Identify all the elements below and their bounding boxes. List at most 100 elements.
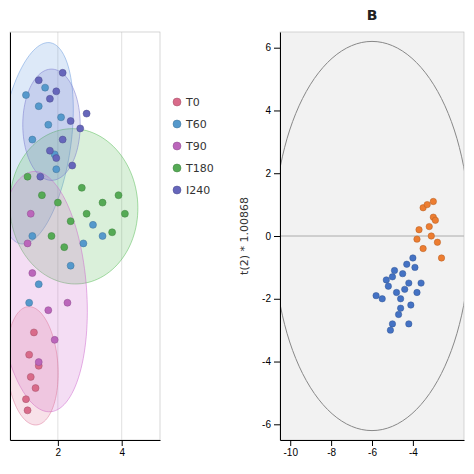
point xyxy=(397,296,403,302)
legend-swatch xyxy=(173,142,181,150)
tick-label: -4 xyxy=(262,356,271,367)
point xyxy=(80,240,87,247)
legend-label: T60 xyxy=(185,118,207,131)
point xyxy=(46,147,53,154)
point xyxy=(59,136,66,143)
series xyxy=(373,255,424,334)
tick-mark xyxy=(290,440,291,446)
series xyxy=(22,84,106,306)
legend-item: T0 xyxy=(173,96,200,109)
plot-background xyxy=(10,32,160,440)
tick-mark xyxy=(58,440,59,446)
axis-line xyxy=(280,33,281,441)
tick: -8 xyxy=(327,440,336,458)
tick-label: 2 xyxy=(56,447,62,458)
point xyxy=(64,299,71,306)
point xyxy=(99,199,106,206)
point xyxy=(420,245,426,251)
point xyxy=(38,192,45,199)
point xyxy=(22,92,29,99)
point xyxy=(26,299,33,306)
series xyxy=(414,198,445,261)
tick: 6 xyxy=(265,42,280,53)
y-axis: -6-4-20246 xyxy=(262,33,280,441)
point xyxy=(35,281,42,288)
point xyxy=(115,192,122,199)
tick: 2 xyxy=(265,168,280,179)
point xyxy=(46,95,53,102)
legend-item: I240 xyxy=(173,184,210,197)
x-axis: 24 xyxy=(11,440,161,458)
point xyxy=(385,283,391,289)
chart-title: B xyxy=(367,7,378,23)
point xyxy=(438,255,444,261)
point xyxy=(426,223,432,229)
legend-swatch xyxy=(173,164,181,172)
tick-label: -8 xyxy=(327,447,336,458)
point xyxy=(29,233,36,240)
tick: 4 xyxy=(265,105,280,116)
point xyxy=(399,270,405,276)
point xyxy=(432,217,438,223)
point xyxy=(24,407,31,414)
point xyxy=(408,302,414,308)
tick-mark xyxy=(274,173,280,174)
point xyxy=(61,244,68,251)
legend-swatch xyxy=(173,98,181,106)
confidence-ellipse xyxy=(280,41,464,430)
legend-label: T90 xyxy=(185,140,207,153)
point xyxy=(59,69,66,76)
chart-panel: 24T0T60T90T180I240 xyxy=(0,32,214,458)
point xyxy=(45,121,52,128)
plot-frame xyxy=(280,32,464,440)
point xyxy=(430,198,436,204)
point xyxy=(54,199,61,206)
point xyxy=(42,84,49,91)
point xyxy=(406,280,412,286)
chart-panel: -10-8-6-4-6-4-20246t(2) * 1.00868B xyxy=(238,7,470,458)
tick: -6 xyxy=(262,419,280,430)
axis-line xyxy=(10,33,11,441)
tick: -2 xyxy=(262,293,280,304)
reference-line xyxy=(280,236,464,237)
tick-label: -6 xyxy=(368,447,377,458)
point xyxy=(30,329,37,336)
tick-label: 2 xyxy=(265,168,271,179)
group-ellipse xyxy=(10,307,58,425)
point xyxy=(428,233,434,239)
point xyxy=(83,210,90,217)
point xyxy=(406,321,412,327)
y-axis xyxy=(10,33,11,441)
plot-area xyxy=(280,41,464,430)
point xyxy=(53,166,60,173)
point xyxy=(121,210,128,217)
point xyxy=(24,173,31,180)
point xyxy=(383,277,389,283)
tick-mark xyxy=(274,424,280,425)
series xyxy=(35,69,90,180)
point xyxy=(53,155,60,162)
point xyxy=(35,77,42,84)
x-axis: -10-8-6-4 xyxy=(281,440,465,458)
point xyxy=(29,136,36,143)
point xyxy=(37,173,44,180)
legend-swatch xyxy=(173,186,181,194)
series xyxy=(24,210,71,365)
point xyxy=(83,110,90,117)
point xyxy=(412,264,418,270)
point xyxy=(77,125,84,132)
point xyxy=(22,396,29,403)
legend: T0T60T90T180I240 xyxy=(173,96,214,197)
series xyxy=(24,173,128,250)
tick-label: -2 xyxy=(262,293,271,304)
point xyxy=(67,262,74,269)
point xyxy=(395,311,401,317)
point xyxy=(26,351,33,358)
point xyxy=(45,307,52,314)
axis-line xyxy=(11,440,161,441)
tick-mark xyxy=(372,440,373,446)
tick-mark xyxy=(274,110,280,111)
point xyxy=(35,103,42,110)
point xyxy=(402,286,408,292)
point xyxy=(89,221,96,228)
